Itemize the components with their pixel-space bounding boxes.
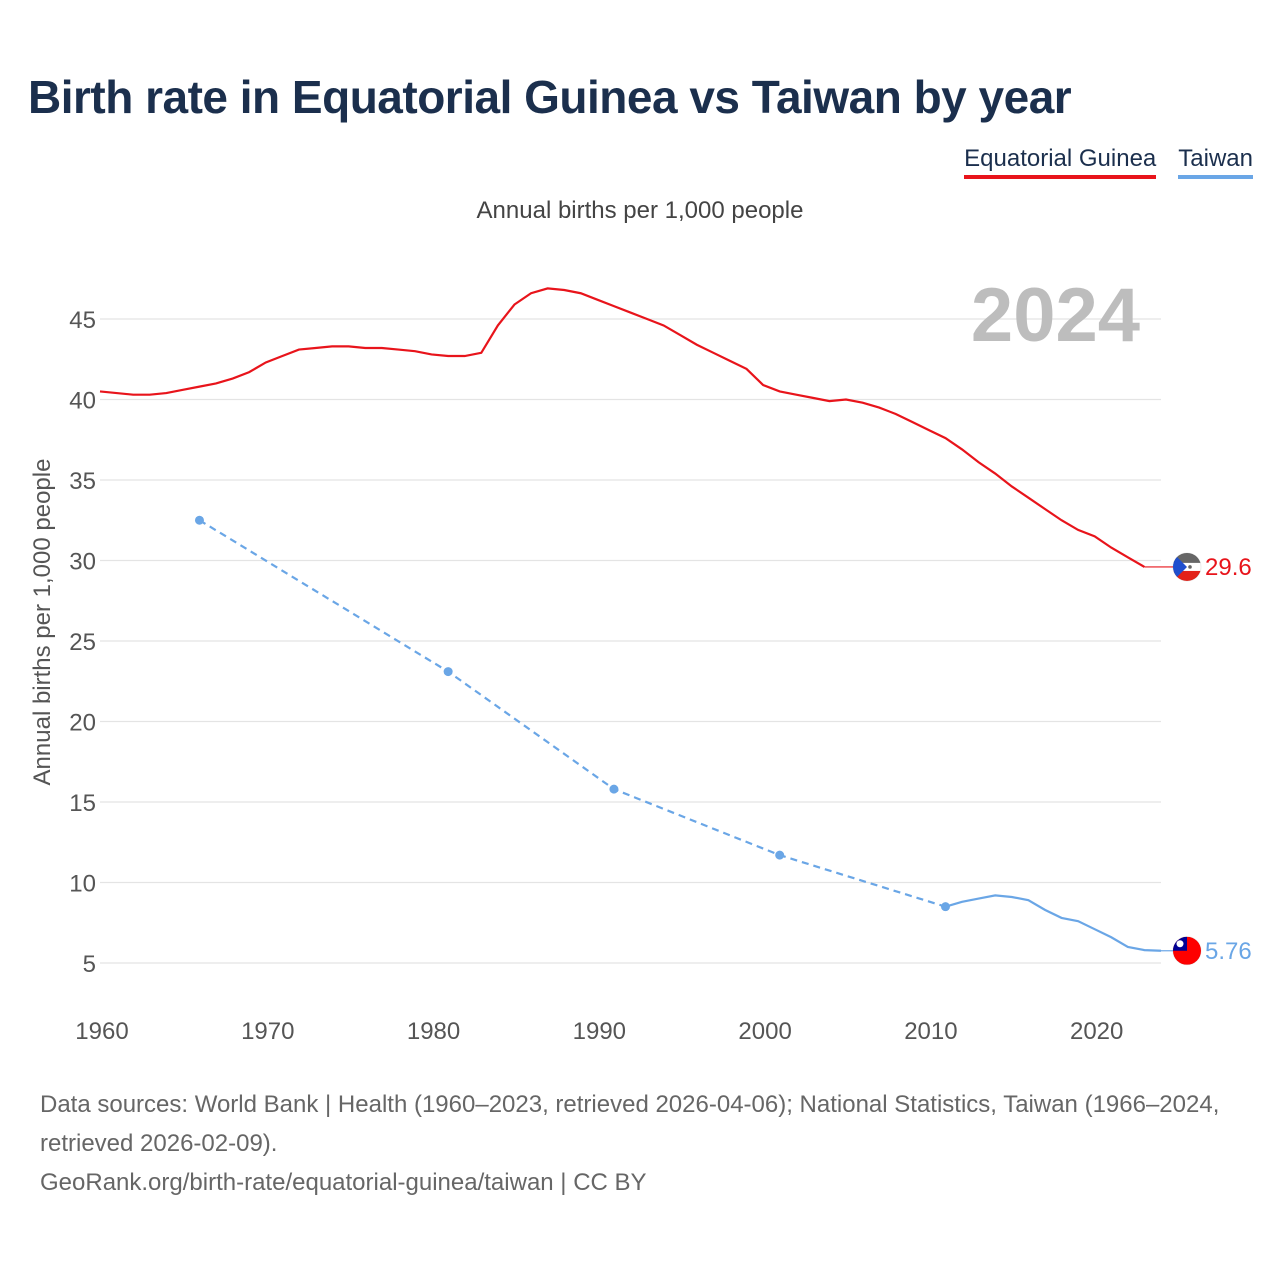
y-tick-label: 30 xyxy=(69,549,96,576)
x-tick-label: 2020 xyxy=(1070,1018,1123,1045)
legend-item-equatorial-guinea[interactable]: Equatorial Guinea xyxy=(964,145,1157,179)
end-labels: 29.6 5.76 xyxy=(1144,552,1252,966)
x-tick-label: 2010 xyxy=(904,1018,957,1045)
data-point-taiwan xyxy=(609,784,619,794)
series-group xyxy=(99,287,1162,952)
x-tick-label: 2000 xyxy=(738,1018,791,1045)
series-line-taiwan xyxy=(945,894,1162,952)
x-tick-label: 1970 xyxy=(241,1018,294,1045)
gridlines xyxy=(100,318,1161,964)
y-tick-label: 10 xyxy=(69,871,96,898)
data-point-taiwan xyxy=(775,850,785,860)
source-url: GeoRank.org/birth-rate/equatorial-guinea… xyxy=(40,1169,647,1196)
y-tick-label: 40 xyxy=(69,388,96,415)
taiwan-flag xyxy=(1172,936,1202,966)
x-axis-ticks: 1960 1970 1980 1990 2000 2010 2020 xyxy=(75,1018,1123,1045)
data-point-taiwan xyxy=(443,667,453,677)
x-tick-label: 1960 xyxy=(75,1018,128,1045)
legend-item-taiwan[interactable]: Taiwan xyxy=(1178,145,1253,179)
y-tick-label: 35 xyxy=(69,468,96,495)
source-line: Data sources: World Bank | Health (1960–… xyxy=(40,1091,1220,1157)
end-value-label-taiwan: 5.76 xyxy=(1205,938,1252,965)
data-point-taiwan xyxy=(194,515,204,525)
data-point-taiwan xyxy=(940,902,950,912)
y-tick-label: 20 xyxy=(69,710,96,737)
source-note: Data sources: World Bank | Health (1960–… xyxy=(40,1085,1250,1202)
y-axis-ticks: 5 10 15 20 25 30 35 40 45 xyxy=(69,307,96,978)
chart-subtitle: Annual births per 1,000 people xyxy=(476,197,804,224)
y-tick-label: 5 xyxy=(83,951,96,978)
series-line-taiwan-dashed xyxy=(198,519,946,908)
end-value-label-equatorial-guinea: 29.6 xyxy=(1205,554,1252,581)
x-tick-label: 1990 xyxy=(573,1018,626,1045)
legend: Equatorial Guinea Taiwan xyxy=(964,145,1253,179)
equatorial-guinea-flag xyxy=(1172,552,1202,582)
y-tick-label: 15 xyxy=(69,790,96,817)
y-axis-label: Annual births per 1,000 people xyxy=(29,459,56,786)
y-tick-label: 45 xyxy=(69,307,96,334)
series-line-equatorial-guinea xyxy=(99,287,1145,568)
x-tick-label: 1980 xyxy=(407,1018,460,1045)
year-overlay: 2024 xyxy=(971,273,1140,358)
chart-title: Birth rate in Equatorial Guinea vs Taiwa… xyxy=(28,71,1072,123)
y-tick-label: 25 xyxy=(69,629,96,656)
